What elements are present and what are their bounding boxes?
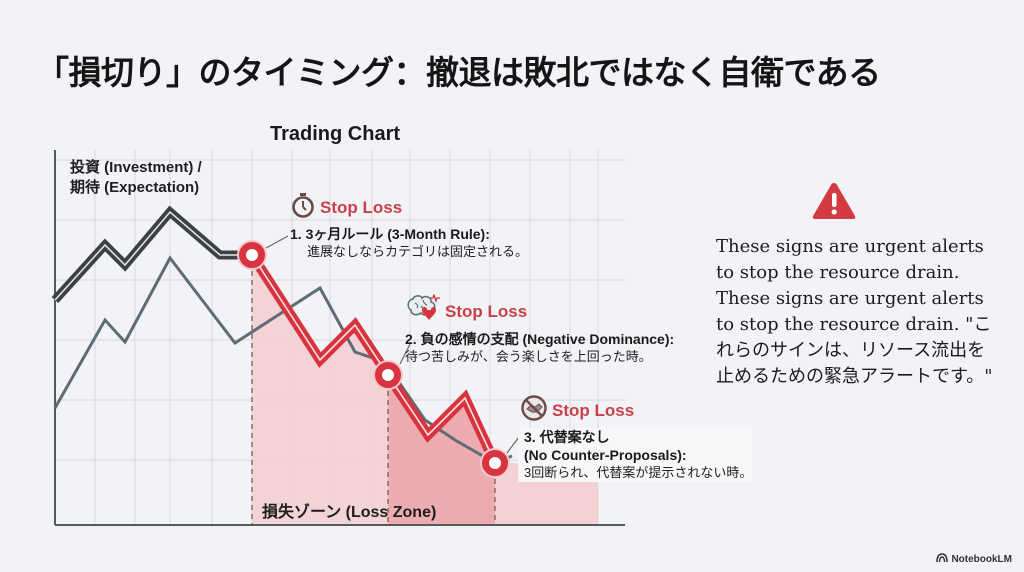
alert-message: These signs are urgent alerts to stop th… xyxy=(716,236,993,387)
callout-desc: 待つ苦しみが、会う楽しさを上回った時。 xyxy=(405,349,652,364)
stop-loss-marker-3 xyxy=(480,448,510,478)
callout-desc: 3回断られ、代替案が提示されない時。 xyxy=(524,465,753,480)
stop-loss-callout-1: Stop Loss 1. 3ヶ月ルール (3-Month Rule): 進展なし… xyxy=(290,192,528,261)
stop-loss-label: Stop Loss xyxy=(552,400,635,420)
stop-loss-marker-1 xyxy=(237,240,267,270)
loss-zone-region-1 xyxy=(252,255,388,525)
stopwatch-icon xyxy=(290,192,316,223)
chart-title: Trading Chart xyxy=(270,123,401,145)
no-handshake-icon xyxy=(520,394,548,427)
callout-desc: 進展なしならカテゴリは固定される。 xyxy=(307,244,529,259)
branding-label: NotebookLM xyxy=(951,553,1012,565)
callout-title: 1. 3ヶ月ルール (3-Month Rule): xyxy=(290,226,490,242)
warning-triangle-icon xyxy=(811,181,857,225)
callout-title: 3. 代替案なし xyxy=(524,429,610,445)
page-title: 「損切り」のタイミング：撤退は敗北ではなく自衛である xyxy=(36,53,881,92)
stop-loss-callout-3: Stop Loss 3. 代替案なし (No Counter-Proposals… xyxy=(518,394,753,482)
branding: NotebookLM xyxy=(936,553,1012,565)
secondary-line xyxy=(53,255,513,465)
brain-heart-icon xyxy=(405,292,441,329)
y-axis-label: 投資 (Investment) / 期待 (Expectation) xyxy=(70,159,202,196)
stop-loss-callout-2: Stop Loss 2. 負の感情の支配 (Negative Dominance… xyxy=(405,292,675,366)
callout-title-en: (No Counter-Proposals): xyxy=(524,447,687,463)
callout-title: 2. 負の感情の支配 (Negative Dominance): xyxy=(405,331,675,347)
loss-zone-label: 損失ゾーン (Loss Zone) xyxy=(262,504,437,521)
stop-loss-label: Stop Loss xyxy=(320,197,403,217)
stop-loss-label: Stop Loss xyxy=(445,301,528,321)
notebooklm-logo-icon xyxy=(936,553,949,565)
stop-loss-marker-2 xyxy=(373,360,403,390)
